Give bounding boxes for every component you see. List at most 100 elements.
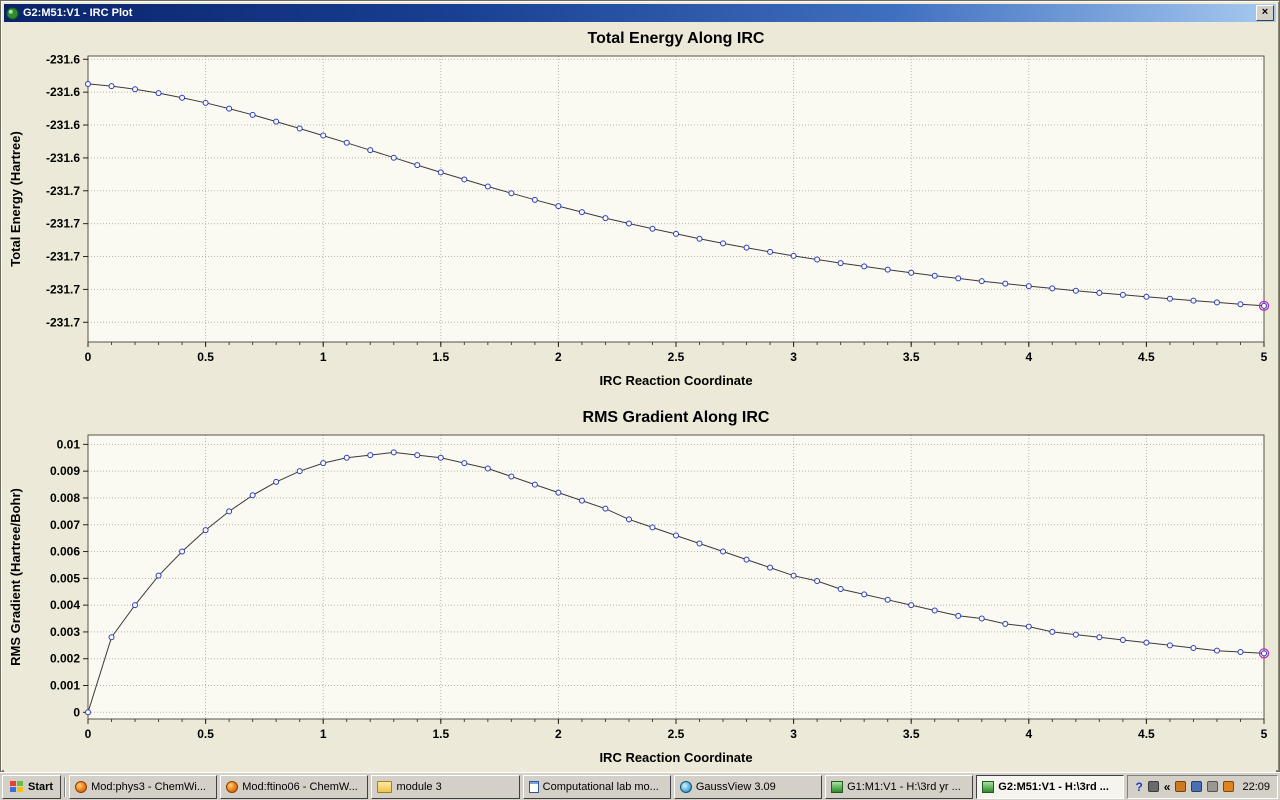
- data-point-marker[interactable]: [85, 709, 91, 716]
- data-point-marker[interactable]: [602, 215, 609, 222]
- data-point-marker[interactable]: [1190, 297, 1197, 304]
- data-point-marker[interactable]: [108, 83, 115, 90]
- data-point-marker[interactable]: [343, 139, 350, 146]
- rms-gradient-chart[interactable]: RMS Gradient Along IRC IRC Reaction Coord…: [4, 401, 1276, 773]
- data-point-marker[interactable]: [673, 230, 679, 237]
- data-point-marker[interactable]: [955, 612, 962, 619]
- data-point-marker[interactable]: [837, 260, 844, 267]
- data-point-marker[interactable]: [414, 452, 421, 459]
- data-point-marker[interactable]: [555, 489, 562, 496]
- data-point-marker[interactable]: [602, 505, 609, 512]
- data-point-marker[interactable]: [578, 209, 585, 216]
- data-point-marker[interactable]: [743, 556, 750, 563]
- data-point-marker[interactable]: [1096, 634, 1103, 641]
- data-point-marker[interactable]: [814, 256, 821, 263]
- taskbar-button-2[interactable]: Mod:ftino06 - ChemW...: [220, 774, 369, 799]
- data-point-marker[interactable]: [1261, 302, 1267, 309]
- data-point-marker[interactable]: [1213, 647, 1220, 654]
- start-button[interactable]: Start: [2, 774, 62, 799]
- data-point-marker[interactable]: [202, 527, 209, 534]
- data-point-marker[interactable]: [226, 105, 233, 112]
- update-icon[interactable]: [1223, 781, 1235, 792]
- display-icon[interactable]: [1147, 781, 1159, 792]
- data-point-marker[interactable]: [320, 460, 327, 467]
- data-point-marker[interactable]: [720, 548, 727, 555]
- data-point-marker[interactable]: [461, 176, 468, 183]
- total-energy-chart[interactable]: Total Energy Along IRC IRC Reaction Coord…: [4, 22, 1276, 396]
- data-point-marker[interactable]: [1049, 285, 1056, 292]
- data-point-marker[interactable]: [978, 615, 985, 622]
- data-point-marker[interactable]: [1072, 631, 1079, 638]
- data-point-marker[interactable]: [884, 266, 891, 273]
- endpoint-highlight-marker[interactable]: [1258, 300, 1270, 311]
- data-point-marker[interactable]: [743, 244, 750, 251]
- data-point-marker[interactable]: [1049, 628, 1056, 635]
- network-icon[interactable]: [1191, 781, 1203, 792]
- data-point-marker[interactable]: [931, 272, 938, 279]
- taskbar-button-5[interactable]: GaussView 3.09: [673, 774, 823, 799]
- data-point-marker[interactable]: [861, 591, 868, 598]
- data-point-marker[interactable]: [1237, 649, 1244, 656]
- data-point-marker[interactable]: [155, 572, 162, 579]
- data-point-marker[interactable]: [273, 478, 280, 485]
- data-point-marker[interactable]: [202, 99, 209, 106]
- data-point-marker[interactable]: [179, 548, 186, 555]
- data-point-marker[interactable]: [343, 454, 350, 461]
- data-point-marker[interactable]: [1119, 636, 1126, 643]
- data-point-marker[interactable]: [249, 111, 256, 118]
- data-point-marker[interactable]: [1261, 650, 1267, 657]
- data-point-marker[interactable]: [85, 80, 91, 87]
- data-point-marker[interactable]: [1213, 299, 1220, 306]
- data-points[interactable]: [85, 449, 1267, 716]
- data-point-marker[interactable]: [367, 147, 374, 154]
- data-point-marker[interactable]: [1190, 645, 1197, 651]
- data-point-marker[interactable]: [390, 449, 397, 456]
- data-point-marker[interactable]: [720, 240, 727, 247]
- hide-icons-chevron[interactable]: «: [1163, 779, 1171, 794]
- data-point-marker[interactable]: [437, 169, 444, 176]
- data-point-marker[interactable]: [273, 118, 280, 125]
- pen-icon[interactable]: [1175, 781, 1187, 792]
- data-point-marker[interactable]: [414, 162, 421, 169]
- data-point-marker[interactable]: [461, 460, 468, 467]
- data-point-marker[interactable]: [484, 465, 491, 472]
- data-point-marker[interactable]: [1025, 283, 1032, 290]
- data-point-marker[interactable]: [484, 183, 491, 190]
- taskbar-button-7[interactable]: G2:M51:V1 - H:\3rd ...: [976, 774, 1125, 799]
- data-point-marker[interactable]: [1143, 639, 1150, 646]
- taskbar-button-3[interactable]: module 3: [371, 774, 520, 799]
- data-point-marker[interactable]: [531, 481, 538, 488]
- data-point-marker[interactable]: [390, 154, 397, 161]
- data-point-marker[interactable]: [1119, 291, 1126, 298]
- data-point-marker[interactable]: [978, 278, 985, 285]
- data-point-marker[interactable]: [1143, 293, 1150, 300]
- data-point-marker[interactable]: [555, 203, 562, 210]
- window-titlebar[interactable]: G2:M51:V1 - IRC Plot ×: [4, 4, 1276, 22]
- data-point-marker[interactable]: [437, 454, 444, 461]
- data-points[interactable]: [85, 80, 1267, 309]
- data-point-marker[interactable]: [790, 252, 797, 259]
- data-point-marker[interactable]: [814, 578, 821, 585]
- data-point-marker[interactable]: [696, 540, 703, 547]
- data-point-marker[interactable]: [508, 190, 515, 197]
- data-point-marker[interactable]: [1002, 280, 1009, 287]
- data-point-marker[interactable]: [1002, 620, 1009, 627]
- data-point-marker[interactable]: [696, 235, 703, 242]
- data-point-marker[interactable]: [908, 269, 915, 276]
- data-point-marker[interactable]: [625, 516, 632, 523]
- data-point-marker[interactable]: [767, 248, 774, 255]
- taskbar-button-4[interactable]: Computational lab mo...: [522, 774, 671, 799]
- data-point-marker[interactable]: [861, 263, 868, 270]
- data-point-marker[interactable]: [767, 564, 774, 571]
- data-point-marker[interactable]: [320, 132, 327, 139]
- data-point-marker[interactable]: [1237, 301, 1244, 308]
- data-point-marker[interactable]: [884, 596, 891, 603]
- data-point-marker[interactable]: [955, 275, 962, 282]
- endpoint-highlight-marker[interactable]: [1258, 648, 1270, 659]
- data-point-marker[interactable]: [578, 497, 585, 504]
- data-point-marker[interactable]: [649, 225, 656, 232]
- data-point-marker[interactable]: [132, 602, 139, 609]
- data-point-marker[interactable]: [837, 586, 844, 593]
- data-point-marker[interactable]: [226, 508, 233, 515]
- data-point-marker[interactable]: [155, 90, 162, 97]
